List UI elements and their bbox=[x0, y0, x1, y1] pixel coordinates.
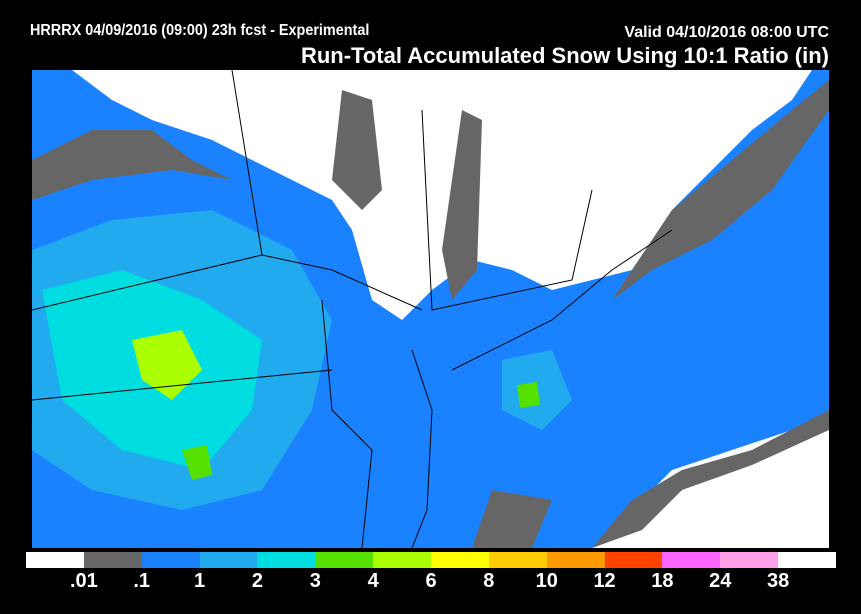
model-run-label: HRRRX 04/09/2016 (09:00) 23h fcst - Expe… bbox=[30, 22, 370, 39]
trace-area bbox=[592, 410, 829, 548]
map-title: Run-Total Accumulated Snow Using 10:1 Ra… bbox=[300, 43, 829, 68]
legend-swatch bbox=[315, 552, 374, 568]
legend-swatch bbox=[141, 552, 200, 568]
legend-swatch bbox=[778, 552, 837, 568]
legend-swatch bbox=[199, 552, 258, 568]
legend-label: 38 bbox=[767, 570, 790, 592]
legend-swatch bbox=[720, 552, 779, 568]
heavy-snow-area bbox=[132, 330, 202, 400]
legend-swatch bbox=[83, 552, 142, 568]
legend-swatch bbox=[546, 552, 605, 568]
legend-swatch bbox=[488, 552, 547, 568]
legend-label: 6 bbox=[425, 570, 437, 592]
legend-label: 12 bbox=[593, 570, 616, 592]
legend-swatch bbox=[604, 552, 663, 568]
legend-label: 1 bbox=[194, 570, 206, 592]
legend-label: 4 bbox=[367, 570, 379, 592]
legend-label: 3 bbox=[309, 570, 321, 592]
state-county-borders bbox=[32, 70, 673, 548]
legend-label: .1 bbox=[133, 570, 151, 592]
legend-label: 2 bbox=[251, 570, 263, 592]
trace-area bbox=[472, 490, 552, 548]
legend-swatch bbox=[431, 552, 489, 568]
legend-swatch bbox=[662, 552, 721, 568]
legend-swatch bbox=[257, 552, 316, 568]
legend-label: .01 bbox=[69, 570, 98, 592]
color-legend bbox=[26, 552, 837, 568]
legend-label: 24 bbox=[709, 570, 732, 592]
trace-area bbox=[332, 90, 382, 210]
legend-label: 8 bbox=[483, 570, 495, 592]
no-snow-area-north bbox=[72, 70, 812, 320]
trace-area bbox=[612, 80, 829, 300]
heavy-snow-area bbox=[182, 445, 212, 480]
heavy-snow-area bbox=[517, 382, 540, 408]
legend-swatch bbox=[373, 552, 432, 568]
legend-label: 10 bbox=[535, 570, 558, 592]
snow-accumulation-map bbox=[32, 70, 829, 548]
trace-area bbox=[442, 110, 482, 300]
valid-time-label: Valid 04/10/2016 08:00 UTC bbox=[624, 24, 829, 41]
legend-label: 18 bbox=[651, 570, 674, 592]
trace-area bbox=[32, 130, 232, 200]
legend-swatch bbox=[26, 552, 84, 568]
